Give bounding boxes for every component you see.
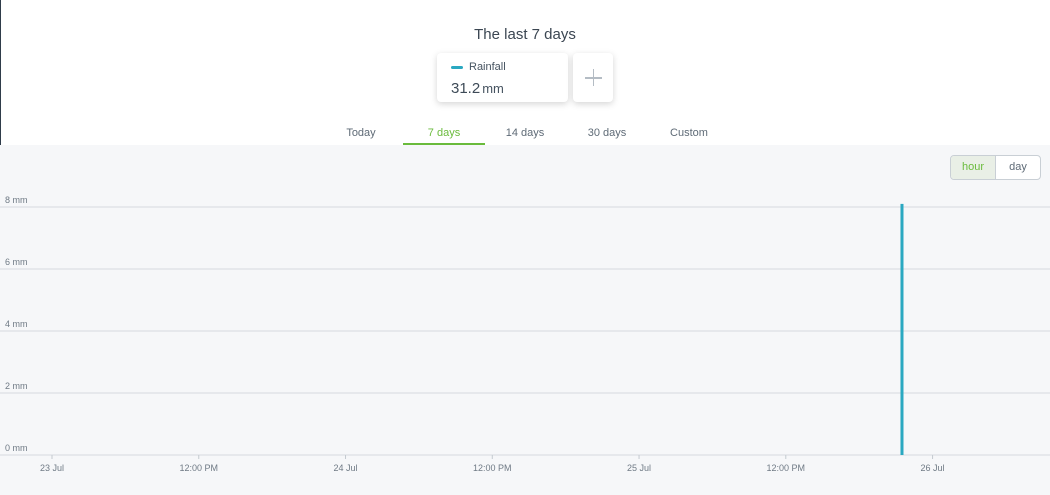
x-tick-label: 12:00 PM: [767, 463, 806, 473]
metric-value-group: 31.2 mm: [451, 80, 504, 97]
x-tick-label: 26 Jul: [921, 463, 945, 473]
range-tabs: Today 7 days 14 days 30 days Custom: [0, 121, 1050, 145]
plus-icon: [584, 69, 602, 86]
y-tick-label: 4 mm: [5, 319, 28, 329]
metric-name: Rainfall: [469, 61, 506, 73]
chart-panel: [0, 145, 1050, 495]
tab-custom[interactable]: Custom: [670, 127, 708, 139]
day-button[interactable]: day: [1009, 161, 1027, 173]
resolution-toggle: hour day: [950, 155, 1041, 180]
x-tick-label: 12:00 PM: [473, 463, 512, 473]
hour-button[interactable]: hour: [951, 156, 996, 179]
tab-14-days[interactable]: 14 days: [505, 127, 545, 139]
metric-value: 31.2: [451, 80, 481, 97]
page-title: The last 7 days: [474, 26, 576, 43]
window-edge: [0, 0, 1, 215]
rainfall-bar: [900, 203, 904, 455]
y-tick-label: 2 mm: [5, 381, 28, 391]
rainfall-legend-swatch: [451, 66, 463, 69]
y-tick-label: 0 mm: [5, 443, 28, 453]
x-tick-label: 24 Jul: [334, 463, 358, 473]
metric-card-rainfall[interactable]: Rainfall 31.2 mm: [437, 53, 568, 102]
x-tick-label: 23 Jul: [40, 463, 64, 473]
tab-7-days[interactable]: 7 days: [403, 121, 485, 145]
x-tick-label: 25 Jul: [627, 463, 651, 473]
metric-unit: mm: [482, 81, 504, 96]
rainfall-chart: 0 mm 2 mm 4 mm 6 mm 8 mm 23 Jul 12:00 PM 24 Jul…: [0, 195, 1050, 473]
x-tick-label: 12:00 PM: [179, 463, 218, 473]
add-metric-button[interactable]: [573, 53, 613, 102]
tab-today[interactable]: Today: [346, 127, 376, 139]
y-tick-label: 8 mm: [5, 195, 28, 205]
tab-30-days[interactable]: 30 days: [587, 127, 627, 139]
y-tick-label: 6 mm: [5, 257, 28, 267]
